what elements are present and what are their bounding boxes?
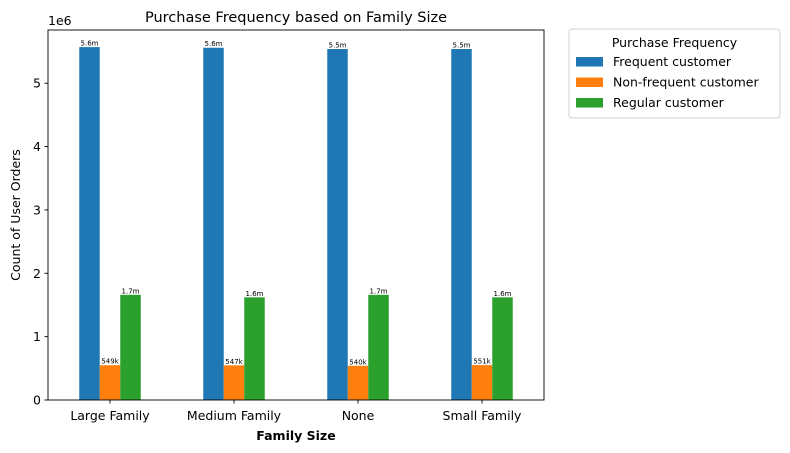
y-axis-label: Count of User Orders: [8, 149, 23, 281]
bars-group: [79, 47, 513, 401]
chart-title: Purchase Frequency based on Family Size: [145, 10, 447, 26]
y-tick-label: 2: [33, 266, 41, 281]
legend-entry: Frequent customer: [613, 54, 732, 69]
bar: [347, 365, 369, 400]
bar: [471, 365, 493, 400]
x-tick-label: None: [342, 408, 375, 423]
y-tick-label: 0: [33, 393, 41, 408]
bar-value-label: 5.6m: [205, 40, 223, 48]
legend: Purchase Frequency Frequent customer Non-…: [568, 28, 781, 119]
y-tick-label: 1: [33, 329, 41, 344]
bar-value-label: 1.7m: [122, 287, 140, 295]
bar-value-label: 549k: [101, 358, 119, 366]
bar-value-label: 5.5m: [329, 42, 347, 50]
legend-title: Purchase Frequency: [612, 35, 738, 50]
y-tick-label: 3: [33, 202, 41, 217]
bar-value-label: 1.6m: [494, 290, 512, 298]
bar: [79, 47, 100, 401]
bar: [99, 365, 121, 400]
bar-value-label: 547k: [225, 358, 243, 366]
bar-value-label: 1.6m: [246, 290, 264, 298]
x-tick-label: Small Family: [443, 408, 523, 423]
legend-entry: Regular customer: [613, 95, 725, 110]
bar: [120, 294, 141, 400]
plot-frame: [47, 29, 545, 401]
bar: [223, 365, 245, 400]
y-tick-label: 5: [33, 76, 41, 91]
legend-swatch: [576, 98, 603, 108]
bar: [244, 297, 265, 400]
y-axis-offset-label: 1e6: [48, 13, 72, 28]
bar-labels-group: 5.6m 5.6m 5.5m 5.5m 549k 547k 540k 551k 1.7m 1.6m…: [81, 40, 512, 367]
bar: [451, 49, 472, 400]
x-tick-label: Large Family: [70, 408, 150, 423]
legend-swatch: [576, 77, 603, 87]
y-axis-ticks: 0 1 2 3 4 5: [33, 76, 48, 408]
legend-swatch: [576, 57, 603, 67]
bar-value-label: 551k: [473, 358, 491, 366]
bar: [203, 47, 224, 401]
x-tick-label: Medium Family: [187, 408, 282, 423]
bar: [368, 294, 389, 400]
bar-value-label: 540k: [349, 358, 367, 366]
bar-value-label: 5.5m: [453, 42, 471, 50]
legend-frame: [568, 28, 781, 119]
x-axis-label: Family Size: [256, 428, 335, 443]
legend-items: Frequent customer Non-frequent customer Re…: [576, 54, 759, 110]
y-tick-label: 4: [33, 139, 41, 154]
bar-value-label: 5.6m: [81, 40, 99, 48]
bar: [492, 297, 513, 400]
x-axis-ticks: Large Family Medium Family None Small Famil…: [70, 400, 522, 423]
bar-value-label: 1.7m: [370, 287, 388, 295]
bar: [327, 49, 348, 400]
legend-entry: Non-frequent customer: [613, 75, 759, 90]
